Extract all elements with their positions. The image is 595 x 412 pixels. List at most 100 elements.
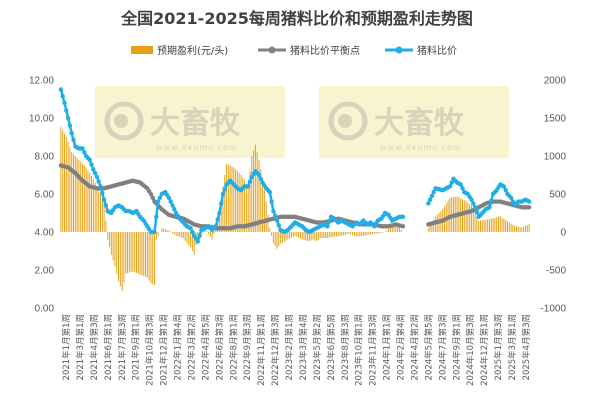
expected-profit-bar [334,232,336,237]
expected-profit-bar [69,147,71,232]
expected-profit-bar [526,225,528,232]
expected-profit-bar [307,232,309,241]
expected-profit-bar [391,225,393,232]
expected-profit-bar [433,219,435,232]
ratio-point [64,108,69,113]
ratio-point [258,176,263,181]
legend-label-ratio: 猪料比价 [417,44,457,57]
left-axis-tick-label: 10.00 [29,114,54,125]
expected-profit-bar [398,227,400,232]
expected-profit-bar [499,216,501,232]
ratio-point [246,184,251,189]
ratio-point [474,209,480,215]
expected-profit-bar [76,157,78,232]
expected-profit-bar [310,232,312,241]
expected-profit-bar [177,232,179,237]
expected-profit-bar [298,232,300,238]
watermark-url: www.dxumu.com [380,143,462,152]
expected-profit-bar [328,232,330,238]
x-axis-tick-label: 2024年9月第1周 [451,314,462,380]
expected-profit-bar [150,232,152,284]
watermark-logo-icon [104,101,144,141]
expected-profit-bar [141,232,143,276]
expected-profit-bar [380,232,382,233]
expected-profit-bar [251,156,253,232]
x-axis-tick-label: 2024年4月第2周 [410,314,421,380]
expected-profit-bar [105,220,107,232]
expected-profit-bar [362,232,364,236]
expected-profit-bar [517,226,519,232]
expected-profit-bar [469,204,471,232]
expected-profit-bar [82,163,84,232]
expected-profit-bar [357,232,359,237]
ratio-point [274,218,280,223]
ratio-point [426,201,431,206]
x-axis-tick-label: 2022年11月第1周 [256,314,267,386]
watermark-logo-icon [328,101,368,141]
expected-profit-bar [208,232,210,234]
expected-profit-bar [294,232,296,236]
watermark-logo-dot-icon [338,114,352,128]
expected-profit-bar [276,232,278,249]
expected-profit-bar [182,232,184,239]
expected-profit-bar [375,232,377,234]
expected-profit-bar [508,222,510,232]
expected-profit-bar [94,182,96,232]
expected-profit-bar [242,177,244,232]
expected-profit-bar [287,232,289,240]
x-axis-tick-label: 2022年3月第2周 [187,314,198,380]
expected-profit-bar [523,226,525,232]
expected-profit-bar [211,232,213,240]
expected-profit-bar [317,232,319,240]
x-axis-tick-label: 2021年9月第1周 [131,314,142,380]
expected-profit-bar [168,230,170,232]
expected-profit-bar [134,232,136,273]
expected-profit-bar [271,232,273,236]
ratio-point [217,210,222,216]
expected-profit-bar [370,232,372,235]
ratio-point [247,179,253,184]
expected-profit-bar [512,224,514,232]
expected-profit-bar [388,228,390,232]
watermark-url: www.dxumu.com [156,143,238,152]
watermark-brand: 大畜牧 [150,106,241,141]
ratio-point [87,157,92,162]
x-axis-tick-label: 2024年5月第5周 [423,314,434,380]
left-axis-tick-label: 2.00 [35,266,55,277]
expected-profit-bar [377,232,379,234]
expected-profit-bar [256,152,258,232]
legend-label-expected-profit: 预期盈利(元/头) [157,45,228,57]
ratio-point [103,203,109,208]
expected-profit-bar [260,169,262,232]
expected-profit-bar [389,227,391,232]
expected-profit-bar [490,218,492,232]
ratio-point [431,189,436,195]
expected-profit-bar [519,227,521,232]
x-axis-tick-label: 2023年3月第4周 [298,314,309,380]
right-axis-tick-label: 1000 [544,152,567,163]
watermark-right: 大畜牧 www.dxumu.com [319,86,509,158]
expected-profit-bar [285,232,287,241]
expected-profit-bar [312,232,314,240]
expected-profit-bar [233,167,235,232]
expected-profit-bar [341,232,343,236]
x-axis-tick-label: 2024年1月第1周 [382,314,393,380]
expected-profit-bar [308,232,310,242]
x-axis-tick-label: 2021年3月第1周 [75,314,86,380]
ratio-point [98,184,103,189]
expected-profit-bar [386,230,388,232]
expected-profit-bar [188,232,190,246]
expected-profit-bar [89,173,91,232]
watermark-brand: 大畜牧 [374,106,465,141]
expected-profit-bar [262,178,264,232]
expected-profit-bar [65,137,67,232]
ratio-point [447,184,453,189]
x-axis-tick-label: 2023年10月第1周 [354,314,365,386]
expected-profit-bar [87,170,89,232]
ratio-point [460,186,465,191]
expected-profit-bar [472,209,474,232]
ratio-point [325,224,330,229]
ratio-point [256,172,262,178]
ratio-point [69,131,74,136]
expected-profit-bar [272,232,274,244]
